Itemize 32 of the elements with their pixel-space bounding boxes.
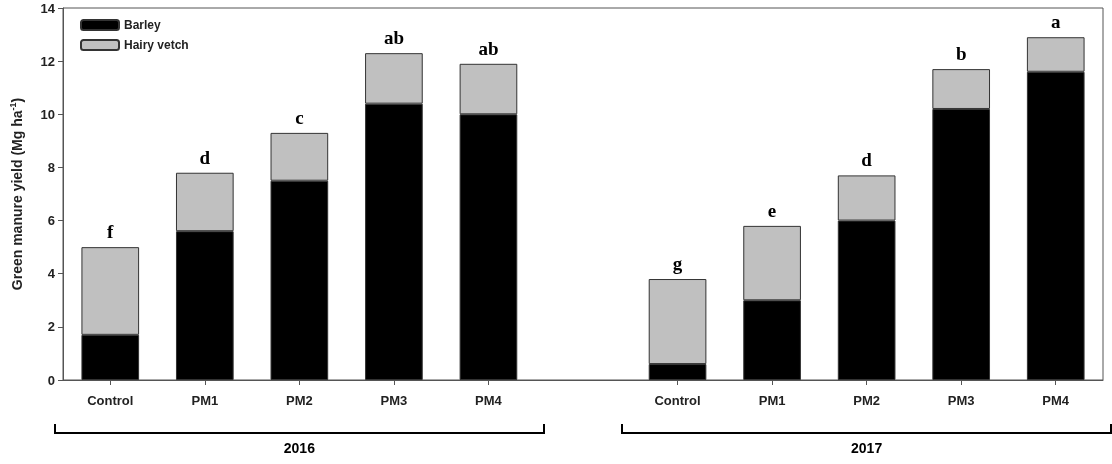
x-tick-label: PM4: [1042, 393, 1070, 408]
x-tick-label: PM4: [475, 393, 503, 408]
text: 2017: [851, 440, 883, 456]
text: 2016: [283, 440, 315, 456]
annotation: ab: [478, 37, 499, 59]
x-tick-label: PM3: [947, 393, 975, 408]
x-tick-label: PM2: [853, 393, 880, 408]
x-tick-label: PM3: [380, 393, 408, 408]
x-tick-label: PM2: [286, 393, 313, 408]
y-tick-label: 2: [47, 319, 55, 335]
annotation: b: [955, 43, 967, 65]
y-tick-label: 6: [47, 213, 55, 229]
annotation: f: [107, 221, 115, 243]
y-tick-label: 14: [40, 0, 56, 16]
x-tick-label: Control: [654, 393, 701, 408]
y-tick-label: 10: [40, 106, 55, 122]
x-tick-label: Control: [87, 393, 134, 408]
annotation: a: [1050, 11, 1061, 33]
y-tick-label: 4: [47, 266, 56, 282]
y-tick-label: 0: [47, 372, 55, 388]
legend-label: Hairy vetch: [124, 38, 189, 52]
x-tick-label: PM1: [758, 393, 786, 408]
y-tick-label: 12: [40, 53, 55, 69]
annotation: ab: [383, 27, 404, 49]
annotation: d: [861, 149, 873, 171]
annotation: e: [767, 199, 777, 221]
annotation: g: [672, 253, 683, 275]
x-tick-label: PM1: [191, 393, 219, 408]
legend-label: Barley: [124, 18, 162, 32]
annotation: c: [295, 106, 304, 128]
annotation: d: [199, 146, 211, 168]
y-tick-label: 8: [47, 159, 55, 175]
